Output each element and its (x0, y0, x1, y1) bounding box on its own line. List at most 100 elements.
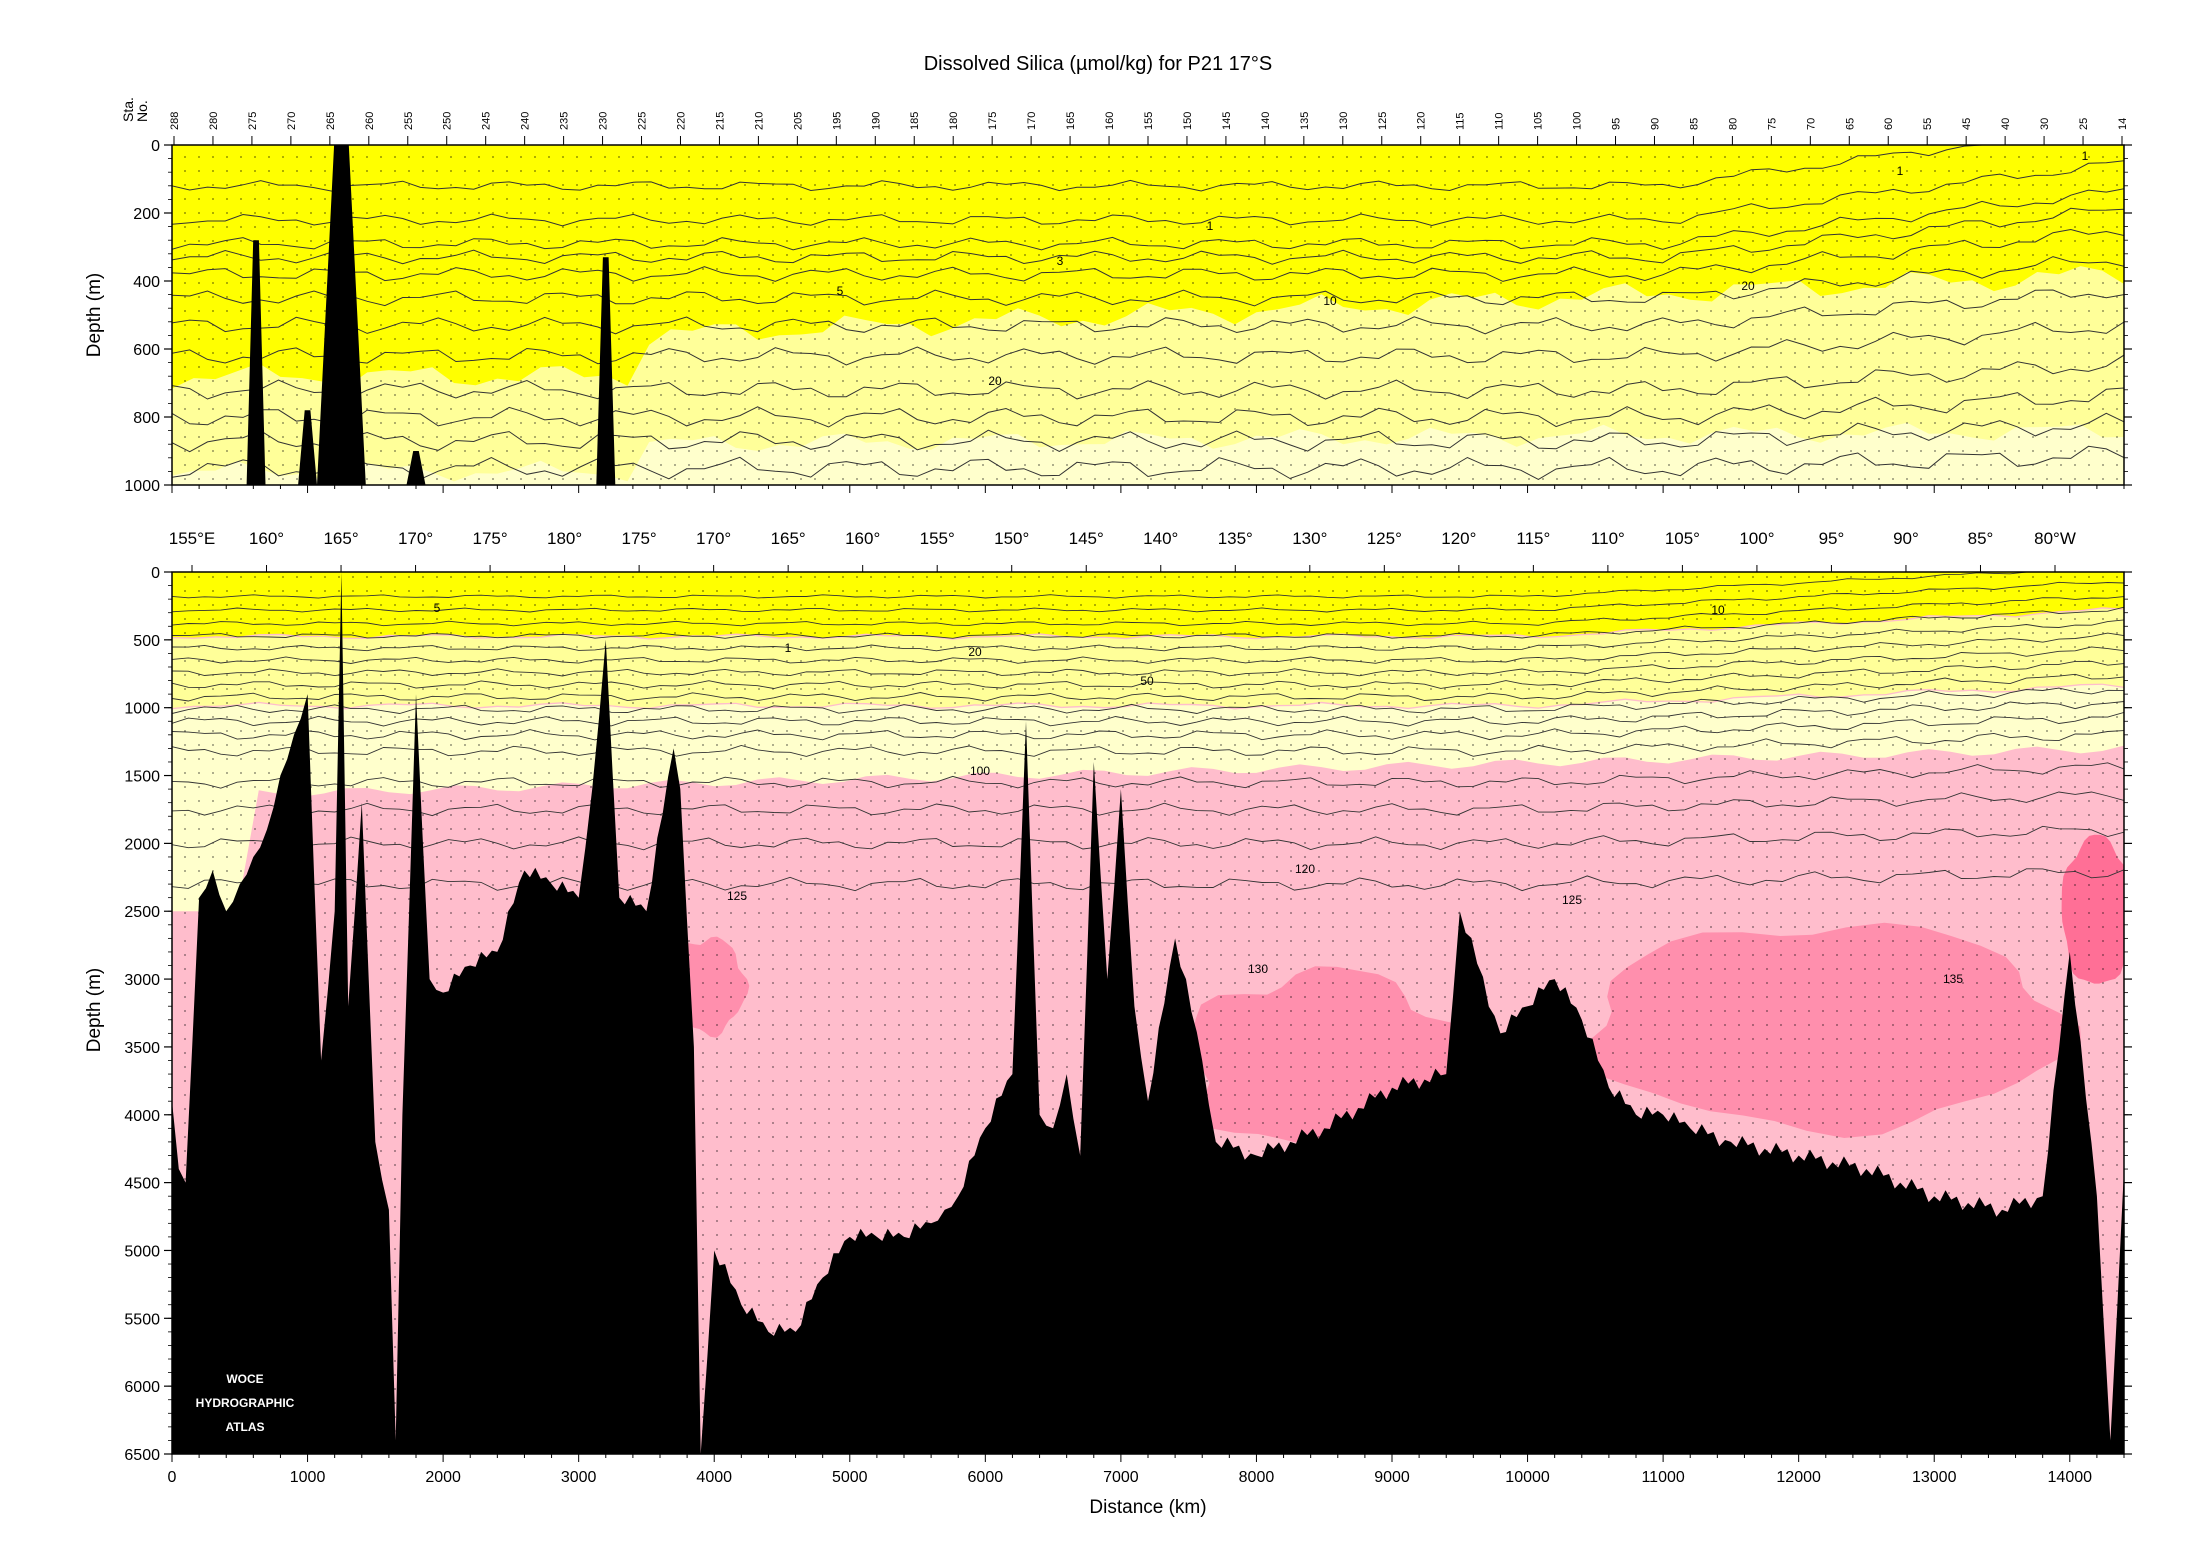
station-label: 90 (1649, 118, 1661, 130)
upper-contour-line (172, 445, 2124, 480)
station-label: 240 (520, 112, 532, 130)
upper-contour-label: 3 (1057, 254, 1064, 268)
upper-contour-line (172, 228, 2124, 282)
station-label: 130 (1338, 112, 1350, 130)
longitude-labels: 155°E 160° 165° 170° 175° 180° 175° 170° 165° 160… (169, 529, 2076, 572)
lower-x-tick-label: 11000 (1641, 1469, 1684, 1486)
longitude-label: 85° (1968, 529, 1994, 548)
station-label: 280 (208, 112, 220, 130)
upper-contour-label: 20 (988, 374, 1002, 388)
upper-contour-line (172, 207, 2124, 265)
upper-x-ticks (171, 485, 2125, 493)
longitude-label: 155°E (169, 529, 216, 548)
longitude-label: 155° (920, 529, 955, 548)
lower-y-tick-label: 0 (151, 565, 160, 582)
station-label: 155 (1143, 112, 1155, 130)
station-label: 235 (559, 112, 571, 130)
lower-contour-line (172, 646, 2124, 677)
station-label: 135 (1299, 112, 1311, 130)
lower-contours: 1 5 10 20 50 100 120 125 125 130 135 (172, 572, 2124, 986)
upper-contour-line (172, 354, 2124, 400)
lower-contour-label: 125 (727, 889, 747, 903)
watermark-hydrographic: HYDROGRAPHIC (196, 1396, 295, 1410)
lower-y-label: Depth (m) (84, 968, 105, 1052)
upper-contour-line (172, 188, 2124, 251)
upper-contour-line (172, 256, 2124, 307)
station-label: 270 (286, 112, 298, 130)
lower-contour-line (172, 596, 2124, 627)
lower-contour-label: 100 (970, 764, 990, 778)
lower-contour-line (172, 632, 2124, 664)
longitude-label: 80°W (2034, 529, 2076, 548)
station-label: 60 (1883, 118, 1895, 130)
station-label: 175 (987, 112, 999, 130)
station-label: 205 (792, 112, 804, 130)
station-label: 25 (2078, 118, 2090, 130)
longitude-label: 115° (1516, 529, 1550, 548)
station-label: 40 (2000, 118, 2012, 130)
station-label: 95 (1611, 118, 1623, 130)
station-label: 225 (637, 112, 649, 130)
lower-x-tick-label: 8000 (1239, 1469, 1275, 1486)
upper-y-tick-label: 1000 (124, 478, 160, 495)
longitude-label: 150° (994, 529, 1029, 548)
lower-x-axis: 0 1000 2000 3000 4000 5000 6000 7000 8000 9000 100… (168, 1454, 2125, 1486)
upper-contour-label: 1 (1207, 219, 1214, 233)
station-label: 245 (481, 112, 493, 130)
station-label: 150 (1182, 112, 1194, 130)
lower-y-tick-label: 6500 (124, 1447, 160, 1464)
lower-contour-line (172, 660, 2124, 689)
upper-contours: 1 1 1 3 5 10 20 20 50 70 (172, 145, 2124, 498)
watermark-woce: WOCE (226, 1372, 263, 1386)
upper-contour-line (172, 145, 2124, 192)
station-label: 288 (169, 112, 181, 130)
upper-contour-label: 50 (1223, 484, 1237, 498)
lower-y-tick-label: 2500 (124, 904, 160, 921)
station-label: 190 (870, 112, 882, 130)
lower-contour-line (172, 673, 2124, 702)
longitude-label: 165° (323, 529, 358, 548)
longitude-label: 145° (1069, 529, 1104, 548)
station-label: 220 (675, 112, 687, 130)
lower-x-tick-label: 1000 (290, 1469, 326, 1486)
station-label: 265 (325, 112, 337, 130)
upper-contour-line (172, 321, 2124, 366)
lower-contour-line (172, 701, 2124, 727)
longitude-label: 100° (1739, 529, 1774, 548)
lower-contour-line (172, 711, 2124, 741)
upper-contour-label: 5 (837, 284, 844, 298)
lower-contour-label: 1 (785, 641, 792, 655)
lower-x-tick-label: 10000 (1505, 1469, 1550, 1486)
lower-y-tick-label: 4500 (124, 1176, 160, 1193)
longitude-label: 160° (845, 529, 880, 548)
longitude-label: 170° (696, 529, 731, 548)
station-label: 210 (753, 112, 765, 130)
station-axis: Sta. No. 288 280 275 270 265 260 255 250 245 240 2… (120, 97, 2129, 145)
upper-contour-label: 20 (1741, 279, 1755, 293)
lower-x-tick-label: 3000 (561, 1469, 597, 1486)
station-label: 65 (1844, 118, 1856, 130)
station-label: 185 (909, 112, 921, 130)
station-label: 250 (442, 112, 454, 130)
longitude-label: 140° (1143, 529, 1178, 548)
station-label: 140 (1260, 112, 1272, 130)
longitude-label: 135° (1218, 529, 1253, 548)
station-label: 215 (714, 112, 726, 130)
upper-station-dots (172, 145, 2124, 485)
station-label: 70 (1805, 118, 1817, 130)
lower-x-label: Distance (km) (1089, 1497, 1206, 1518)
longitude-label: 90° (1893, 529, 1919, 548)
lower-y-tick-label: 3500 (124, 1040, 160, 1057)
lower-contour-label: 120 (1295, 862, 1315, 876)
lower-panel: 1 5 10 20 50 100 120 125 125 130 135 WOCE HYDROGRA… (84, 565, 2132, 1518)
upper-contour-label: 1 (2082, 149, 2089, 163)
lower-x-tick-label: 6000 (968, 1469, 1004, 1486)
upper-contour-line (172, 412, 2124, 453)
station-label: 195 (831, 112, 843, 130)
station-label: 180 (948, 112, 960, 130)
upper-y-tick-label: 400 (133, 274, 160, 291)
lower-contour-label: 135 (1943, 972, 1963, 986)
woce-watermark: WOCE HYDROGRAPHIC ATLAS (196, 1372, 295, 1434)
lower-x-tick-label: 12000 (1776, 1469, 1821, 1486)
